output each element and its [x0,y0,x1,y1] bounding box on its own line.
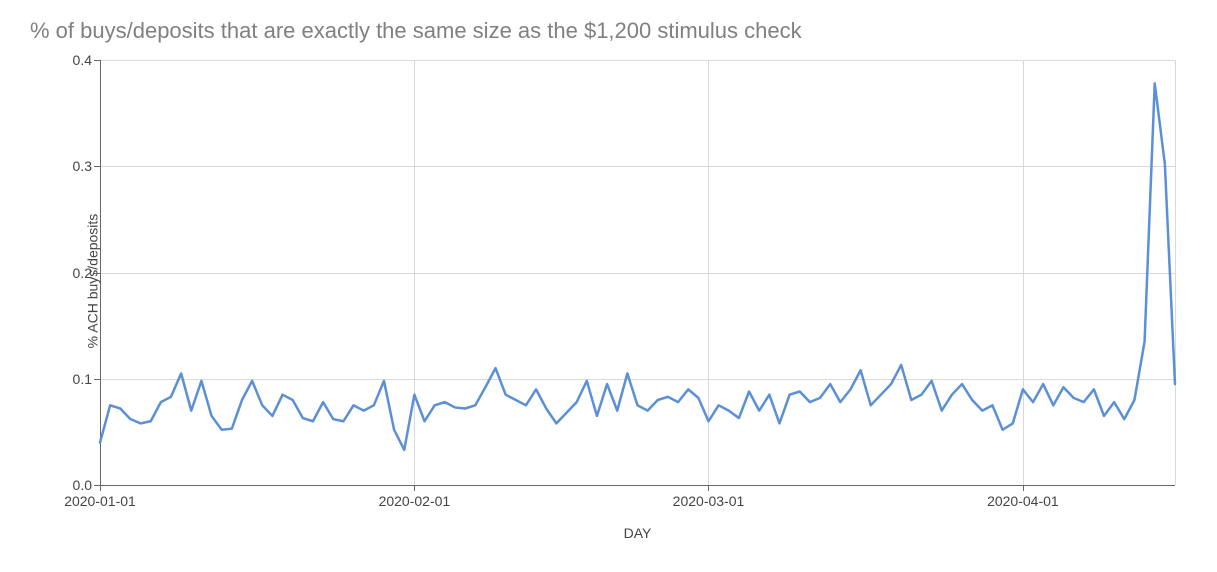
x-tick-label: 2020-03-01 [673,493,745,509]
x-tick-mark [1023,485,1024,491]
x-tick-label: 2020-02-01 [379,493,451,509]
x-tick-mark [414,485,415,491]
y-tick-label: 0.4 [60,52,92,68]
x-tick-label: 2020-04-01 [987,493,1059,509]
chart-title: % of buys/deposits that are exactly the … [30,18,802,44]
y-axis-label: % ACH buys/deposits [84,213,100,348]
y-tick-mark [94,60,100,61]
line-series [100,60,1175,485]
y-tick-label: 0.2 [60,265,92,281]
plot-area [100,60,1175,485]
y-tick-label: 0.3 [60,158,92,174]
x-tick-mark [708,485,709,491]
plot-right-border [1175,60,1176,485]
y-tick-mark [94,379,100,380]
x-tick-mark [100,485,101,491]
chart-container: % of buys/deposits that are exactly the … [0,0,1217,572]
y-tick-mark [94,166,100,167]
x-axis-label: DAY [624,525,652,541]
x-tick-label: 2020-01-01 [64,493,136,509]
y-tick-label: 0.1 [60,371,92,387]
y-tick-mark [94,273,100,274]
y-tick-label: 0.0 [60,477,92,493]
x-axis-line [100,485,1175,486]
